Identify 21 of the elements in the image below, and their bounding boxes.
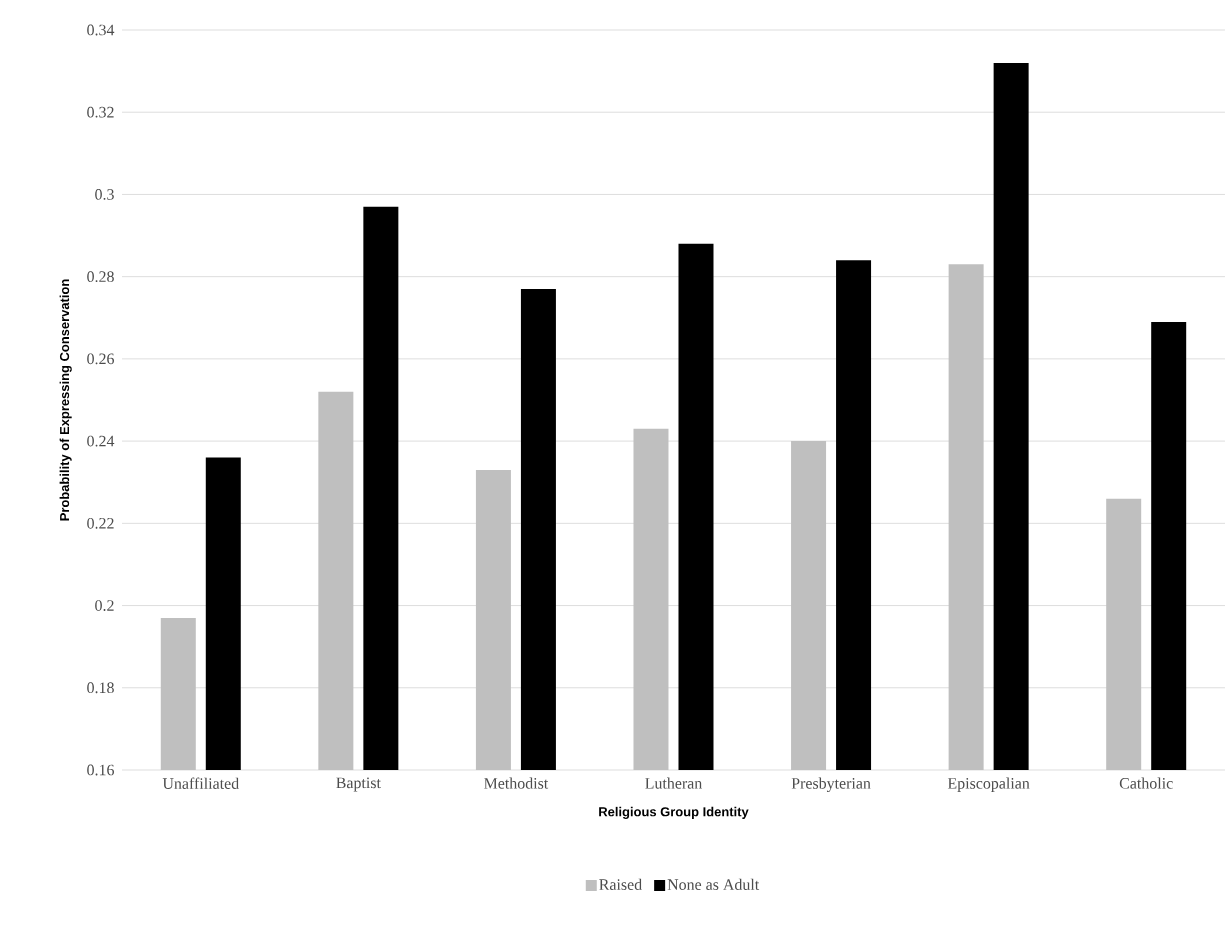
y-tick-label: 0.32 (87, 106, 114, 118)
legend-label: None as Adult (667, 878, 760, 890)
y-tick-label: 0.2 (95, 600, 114, 611)
x-tick-label: Lutheran (645, 777, 703, 789)
x-tick-label: Episcopalian (947, 777, 1030, 792)
y-tick-label: 0.28 (87, 271, 114, 283)
x-tick-label: Presbyterian (791, 777, 871, 793)
y-axis-title: Probability of Expressing Conservation (59, 279, 72, 521)
x-tick-label: Unaffiliated (162, 777, 239, 789)
y-tick-label: 0.34 (87, 24, 115, 36)
y-tick-label: 0.3 (95, 189, 114, 200)
y-tick-label: 0.26 (87, 353, 115, 365)
y-tick-label: 0.22 (87, 517, 114, 529)
legend-label: Raised (599, 878, 642, 890)
x-tick-label: Catholic (1119, 777, 1173, 789)
x-axis-title: Religious Group Identity (599, 806, 749, 819)
x-tick-label: Baptist (336, 777, 381, 792)
y-tick-label: 0.16 (87, 764, 115, 776)
x-tick-label: Methodist (484, 777, 549, 789)
y-tick-label: 0.24 (87, 435, 115, 447)
y-tick-label: 0.18 (87, 682, 114, 694)
